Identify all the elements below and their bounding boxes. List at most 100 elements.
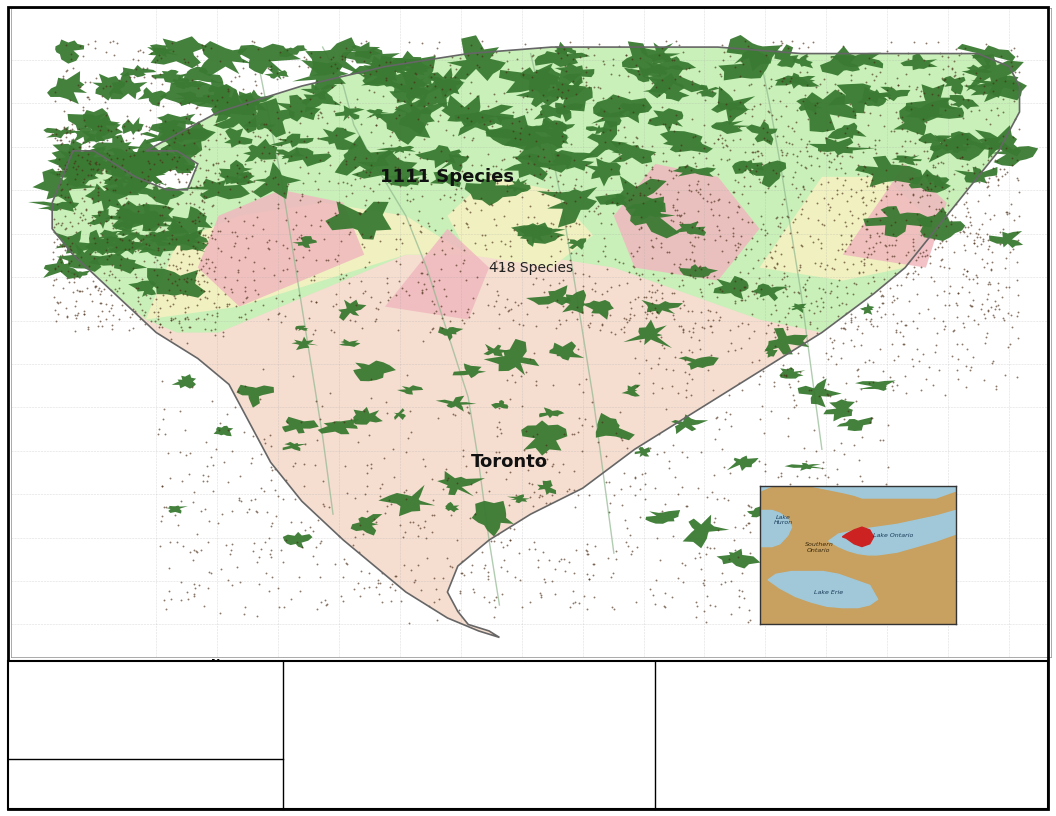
Point [853,339,870,352]
Point [762,405,779,418]
Point [51,237,68,251]
Point [313,534,329,548]
Point [76,172,93,185]
Point [610,40,627,53]
Point [315,474,332,487]
Point [968,231,985,244]
Point [581,228,598,242]
Point [579,41,596,54]
Point [649,447,666,460]
Point [941,279,958,292]
Point [606,489,623,502]
Point [759,104,776,118]
Point [787,213,804,226]
Point [256,432,272,446]
Point [862,228,879,242]
Point [473,42,490,55]
Point [755,217,772,230]
Point [362,166,379,179]
Polygon shape [441,95,497,127]
Point [455,568,472,581]
Point [459,149,476,162]
Point [100,194,117,207]
Point [814,300,831,313]
Point [448,534,465,547]
Point [402,82,419,95]
Point [827,252,844,265]
Point [502,392,518,406]
Point [989,178,1006,191]
Point [803,296,819,309]
Point [339,177,356,190]
Point [261,233,278,246]
Point [567,267,584,280]
Point [479,299,496,312]
Point [567,247,584,260]
Point [661,455,678,468]
Point [138,61,155,74]
Point [425,494,441,507]
Point [551,277,568,290]
Point [937,211,954,224]
Point [692,286,709,299]
Point [200,163,216,176]
Point [245,255,262,268]
Point [854,164,871,177]
Point [90,157,107,171]
Point [546,562,563,575]
Point [48,122,64,135]
Point [757,48,774,61]
Polygon shape [140,131,172,144]
Point [862,411,879,424]
Point [792,258,809,271]
Point [795,591,812,604]
Point [81,247,98,260]
Point [876,76,893,89]
Point [802,318,818,331]
Point [909,195,926,208]
Point [137,237,154,251]
Point [87,34,103,47]
Point [264,172,281,185]
Point [798,162,815,175]
Point [119,197,136,210]
Point [834,40,851,53]
Point [554,135,571,148]
Point [644,162,661,175]
Point [261,428,278,441]
Point [848,529,865,542]
Point [293,228,309,242]
Point [412,583,429,596]
Point [316,499,333,512]
Point [639,307,656,320]
Polygon shape [102,170,147,195]
Point [682,330,699,344]
Point [693,320,710,333]
Point [587,118,604,131]
Point [905,148,922,161]
Point [156,200,173,213]
Point [305,273,322,286]
Point [909,251,926,264]
Point [404,515,421,528]
Point [685,326,702,339]
Point [357,205,374,218]
Point [142,104,158,117]
Point [211,424,228,437]
Point [228,561,245,574]
Point [881,584,898,597]
Point [927,161,944,174]
Point [446,218,463,231]
Point [333,268,350,281]
Point [554,258,571,271]
Point [864,167,881,180]
Point [195,202,212,215]
Point [648,283,665,296]
Point [818,149,835,162]
Point [205,485,222,498]
Point [414,286,431,299]
Point [803,159,819,172]
Point [220,476,237,489]
Point [93,136,110,149]
Point [641,441,658,455]
